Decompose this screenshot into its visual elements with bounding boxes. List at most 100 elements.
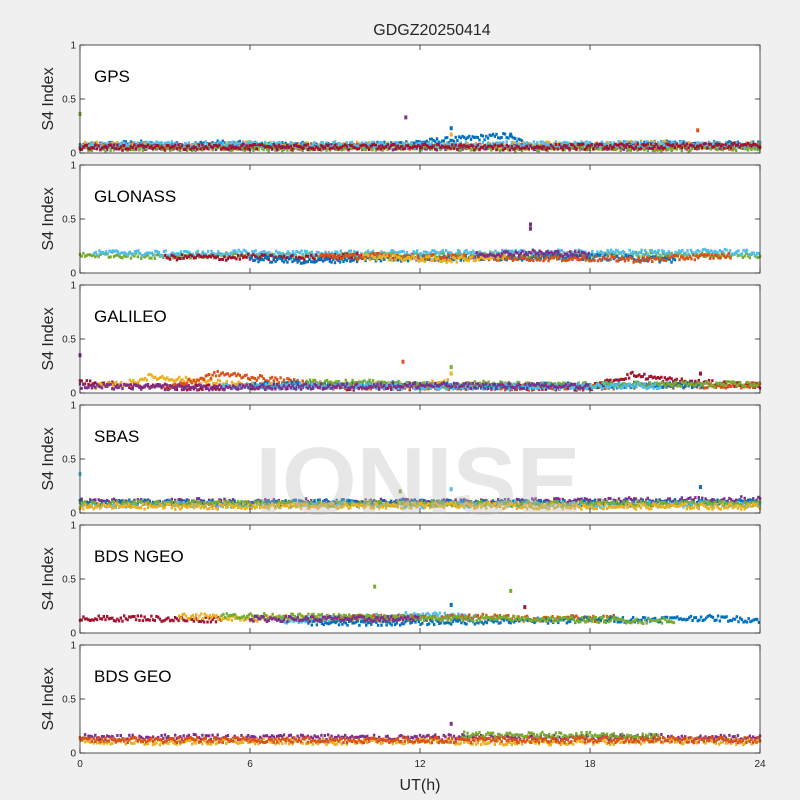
- data-point: [396, 147, 400, 151]
- data-point: [183, 250, 186, 253]
- data-point: [175, 145, 179, 149]
- data-point: [165, 141, 168, 145]
- data-point: [560, 249, 563, 252]
- data-point: [94, 250, 98, 254]
- data-point: [143, 141, 146, 145]
- data-point: [257, 148, 260, 152]
- data-point: [468, 134, 471, 138]
- data-point: [465, 258, 469, 262]
- data-point: [746, 148, 750, 152]
- data-point: [538, 258, 542, 262]
- data-point: [496, 258, 499, 262]
- data-point: [286, 256, 289, 260]
- data-point: [507, 252, 511, 256]
- data-point: [588, 140, 592, 144]
- data-point: [240, 144, 243, 148]
- data-point: [512, 136, 515, 140]
- data-point: [748, 141, 751, 145]
- data-point: [215, 252, 218, 256]
- data-point: [743, 254, 746, 258]
- data-point: [716, 141, 719, 145]
- data-point: [97, 144, 100, 148]
- data-point: [544, 257, 547, 261]
- data-point: [605, 378, 609, 382]
- data-point: [739, 253, 742, 257]
- data-point: [400, 250, 404, 254]
- data-point: [595, 254, 598, 258]
- data-point: [267, 255, 270, 259]
- data-point: [262, 148, 265, 152]
- data-point: [635, 253, 638, 257]
- data-point: [250, 256, 253, 260]
- data-point: [384, 142, 388, 146]
- data-point: [406, 259, 410, 263]
- data-point: [438, 255, 441, 259]
- data-point: [167, 140, 170, 144]
- data-point: [265, 144, 269, 148]
- plot-area: [80, 285, 760, 393]
- data-point: [444, 136, 447, 140]
- data-point: [83, 142, 87, 146]
- data-point: [452, 139, 456, 143]
- data-point: [467, 259, 470, 263]
- data-point: [527, 255, 530, 259]
- data-point: [555, 249, 558, 253]
- data-point: [459, 146, 462, 150]
- data-point: [216, 255, 219, 259]
- data-point: [580, 140, 583, 144]
- data-point: [281, 149, 284, 153]
- data-point: [491, 255, 494, 259]
- y-tick-label: 0: [70, 269, 76, 280]
- data-point: [98, 382, 101, 386]
- data-point: [665, 378, 668, 382]
- data-point: [217, 378, 220, 382]
- data-point: [600, 258, 603, 262]
- data-point: [117, 144, 121, 148]
- data-point: [749, 252, 752, 256]
- data-point: [629, 255, 632, 259]
- data-point: [99, 145, 102, 148]
- data-point: [654, 257, 657, 261]
- data-point: [714, 147, 717, 151]
- data-point: [335, 147, 338, 151]
- data-point: [648, 142, 651, 146]
- data-point: [743, 146, 746, 150]
- data-point: [633, 145, 636, 149]
- data-point: [655, 251, 659, 255]
- data-point: [100, 146, 104, 150]
- data-point: [655, 142, 658, 146]
- data-point: [251, 250, 254, 254]
- data-point: [406, 144, 410, 148]
- data-point: [633, 141, 636, 145]
- data-point: [634, 375, 638, 378]
- data-point: [430, 145, 434, 149]
- plot-area: [80, 45, 760, 153]
- data-point: [185, 388, 189, 392]
- data-point: [276, 144, 279, 147]
- data-point: [465, 248, 468, 252]
- data-point: [595, 142, 598, 146]
- data-point: [665, 144, 668, 148]
- data-point: [264, 253, 267, 257]
- data-point: [192, 387, 196, 391]
- data-point: [393, 141, 396, 145]
- data-point: [196, 147, 199, 151]
- data-point: [141, 144, 145, 148]
- data-point: [531, 144, 534, 148]
- data-point: [170, 148, 173, 152]
- data-point: [262, 254, 265, 257]
- data-point: [437, 140, 440, 144]
- data-point: [681, 256, 685, 260]
- data-point: [605, 142, 609, 146]
- data-point: [697, 144, 700, 148]
- data-point: [208, 383, 211, 387]
- data-point: [565, 144, 568, 148]
- data-point: [267, 143, 270, 147]
- data-point: [668, 256, 671, 260]
- data-point: [478, 145, 481, 149]
- data-point: [94, 381, 97, 385]
- data-point: [155, 144, 158, 147]
- data-point: [690, 147, 694, 151]
- data-point: [150, 142, 153, 146]
- data-point: [570, 143, 573, 146]
